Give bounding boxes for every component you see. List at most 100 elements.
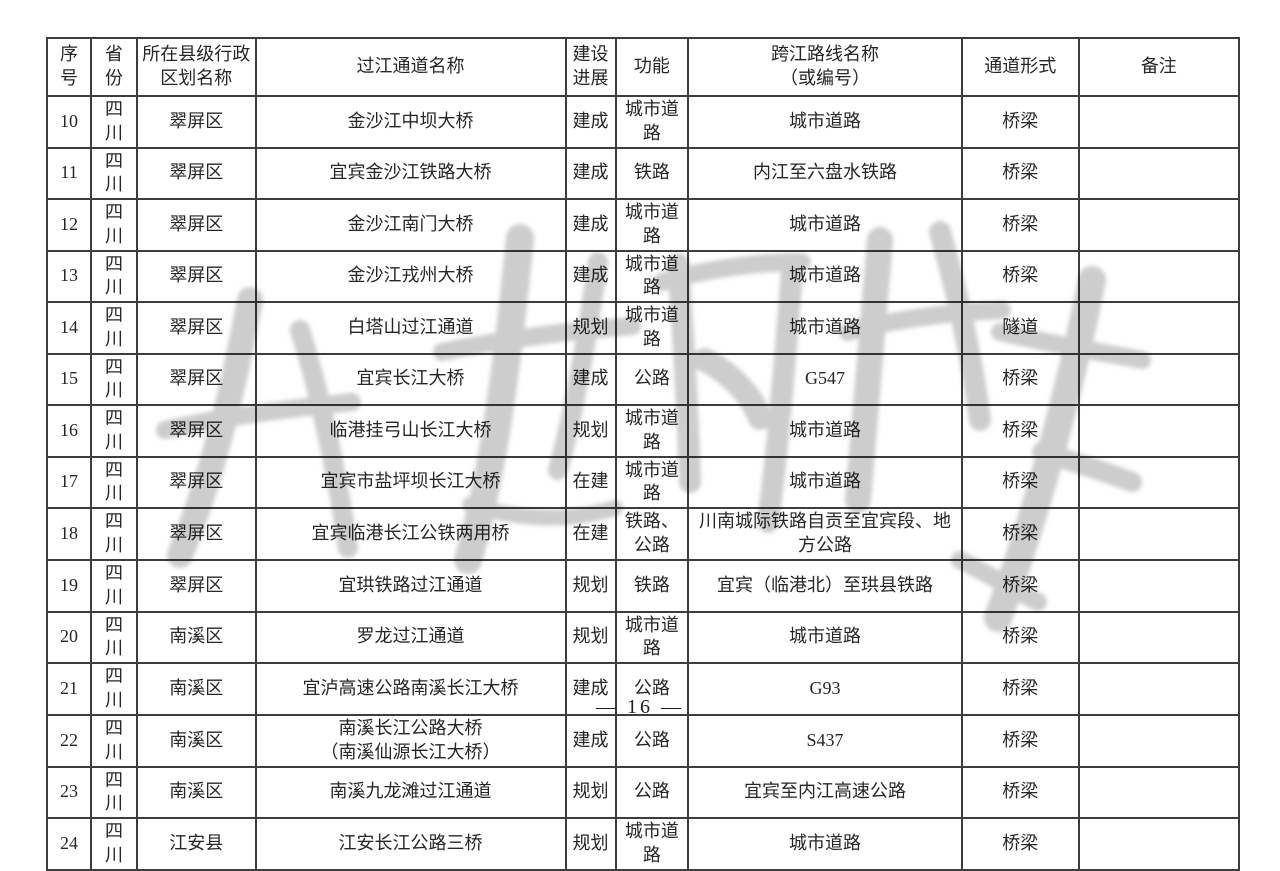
col-header-progress: 建设 进展 xyxy=(564,37,617,97)
cell-route-name: 城市道路 xyxy=(687,455,963,509)
cell-route-name: 城市道路 xyxy=(687,249,963,303)
cell-province: 四川 xyxy=(90,352,138,406)
cell-county: 翠屏区 xyxy=(135,249,257,303)
cell-progress: 规划 xyxy=(564,559,617,613)
cell-province: 四川 xyxy=(90,455,138,509)
cell-progress: 建成 xyxy=(564,662,617,716)
cell-function: 城市道路 xyxy=(614,198,690,252)
cell-serial: 19 xyxy=(45,559,93,613)
cell-channel-name: 宜泸高速公路南溪长江大桥 xyxy=(254,662,567,716)
page-number: — 16 — xyxy=(596,696,684,718)
table-row: 23 四川 南溪区 南溪九龙滩过江通道 规划 公路 宜宾至内江高速公路 桥梁 xyxy=(45,765,1241,819)
cell-province: 四川 xyxy=(90,146,138,200)
cell-route-name: 城市道路 xyxy=(687,95,963,149)
col-header-remarks: 备注 xyxy=(1077,37,1241,97)
cell-route-name: 内江至六盘水铁路 xyxy=(687,146,963,200)
cell-remarks xyxy=(1077,713,1241,768)
col-header-channel-name: 过江通道名称 xyxy=(254,37,567,97)
cell-progress: 在建 xyxy=(564,455,617,509)
cell-channel-name: 临港挂弓山长江大桥 xyxy=(254,404,567,458)
table-row: 20 四川 南溪区 罗龙过江通道 规划 城市道路 城市道路 桥梁 xyxy=(45,610,1241,664)
cell-county: 翠屏区 xyxy=(135,146,257,200)
cell-route-name: S437 xyxy=(687,713,963,768)
cell-progress: 建成 xyxy=(564,713,617,768)
cell-channel-name: 江安长江公路三桥 xyxy=(254,817,567,871)
cell-serial: 15 xyxy=(45,352,93,406)
cell-channel-form: 桥梁 xyxy=(960,352,1080,406)
cell-county: 南溪区 xyxy=(135,765,257,819)
river-crossing-table: 序号 省份 所在县级行政 区划名称 过江通道名称 建设 进展 功能 跨江路线名称… xyxy=(45,37,1241,871)
cell-serial: 13 xyxy=(45,249,93,303)
cell-channel-name: 罗龙过江通道 xyxy=(254,610,567,664)
cell-function: 城市道路 xyxy=(614,301,690,355)
cell-serial: 16 xyxy=(45,404,93,458)
cell-route-name: 城市道路 xyxy=(687,404,963,458)
table-row: 21 四川 南溪区 宜泸高速公路南溪长江大桥 建成 公路 G93 桥梁 xyxy=(45,662,1241,716)
cell-function: 城市道路 xyxy=(614,610,690,664)
cell-progress: 规划 xyxy=(564,817,617,871)
cell-channel-form: 桥梁 xyxy=(960,713,1080,768)
cell-channel-name: 金沙江戎州大桥 xyxy=(254,249,567,303)
cell-route-name: 城市道路 xyxy=(687,198,963,252)
table-row: 14 四川 翠屏区 白塔山过江通道 规划 城市道路 城市道路 隧道 xyxy=(45,301,1241,355)
cell-serial: 12 xyxy=(45,198,93,252)
cell-progress: 建成 xyxy=(564,95,617,149)
cell-county: 翠屏区 xyxy=(135,559,257,613)
cell-function: 公路 xyxy=(614,662,690,716)
cell-remarks xyxy=(1077,507,1241,561)
table-row: 16 四川 翠屏区 临港挂弓山长江大桥 规划 城市道路 城市道路 桥梁 xyxy=(45,404,1241,458)
cell-county: 翠屏区 xyxy=(135,352,257,406)
cell-remarks xyxy=(1077,765,1241,819)
cell-function: 公路 xyxy=(614,713,690,768)
cell-function: 铁路、公路 xyxy=(614,507,690,561)
cell-remarks xyxy=(1077,95,1241,149)
cell-channel-form: 桥梁 xyxy=(960,146,1080,200)
cell-route-name: 城市道路 xyxy=(687,817,963,871)
col-header-route-name: 跨江路线名称 （或编号） xyxy=(687,37,963,97)
cell-county: 翠屏区 xyxy=(135,301,257,355)
cell-serial: 17 xyxy=(45,455,93,509)
header-row: 序号 省份 所在县级行政 区划名称 过江通道名称 建设 进展 功能 跨江路线名称… xyxy=(45,37,1241,97)
cell-route-name: 宜宾（临港北）至珙县铁路 xyxy=(687,559,963,613)
cell-function: 城市道路 xyxy=(614,455,690,509)
cell-county: 南溪区 xyxy=(135,610,257,664)
cell-route-name: 川南城际铁路自贡至宜宾段、地方公路 xyxy=(687,507,963,561)
cell-county: 南溪区 xyxy=(135,713,257,768)
cell-progress: 建成 xyxy=(564,352,617,406)
cell-county: 翠屏区 xyxy=(135,95,257,149)
cell-province: 四川 xyxy=(90,249,138,303)
col-header-province: 省份 xyxy=(90,37,138,97)
cell-channel-name: 南溪九龙滩过江通道 xyxy=(254,765,567,819)
cell-function: 铁路 xyxy=(614,559,690,613)
cell-route-name: G547 xyxy=(687,352,963,406)
cell-channel-name: 宜宾市盐坪坝长江大桥 xyxy=(254,455,567,509)
cell-channel-name: 南溪长江公路大桥 （南溪仙源长江大桥） xyxy=(254,713,567,768)
cell-channel-form: 桥梁 xyxy=(960,662,1080,716)
cell-province: 四川 xyxy=(90,662,138,716)
cell-serial: 21 xyxy=(45,662,93,716)
cell-channel-form: 桥梁 xyxy=(960,559,1080,613)
col-header-channel-form: 通道形式 xyxy=(960,37,1080,97)
cell-channel-name: 金沙江中坝大桥 xyxy=(254,95,567,149)
cell-channel-name: 宜珙铁路过江通道 xyxy=(254,559,567,613)
cell-county: 翠屏区 xyxy=(135,455,257,509)
table-row: 24 四川 江安县 江安长江公路三桥 规划 城市道路 城市道路 桥梁 xyxy=(45,817,1241,871)
cell-channel-form: 桥梁 xyxy=(960,610,1080,664)
cell-progress: 规划 xyxy=(564,404,617,458)
table-row: 18 四川 翠屏区 宜宾临港长江公铁两用桥 在建 铁路、公路 川南城际铁路自贡至… xyxy=(45,507,1241,561)
cell-remarks xyxy=(1077,455,1241,509)
cell-remarks xyxy=(1077,301,1241,355)
table-row: 11 四川 翠屏区 宜宾金沙江铁路大桥 建成 铁路 内江至六盘水铁路 桥梁 xyxy=(45,146,1241,200)
cell-progress: 在建 xyxy=(564,507,617,561)
cell-route-name: 城市道路 xyxy=(687,610,963,664)
cell-channel-name: 宜宾金沙江铁路大桥 xyxy=(254,146,567,200)
cell-province: 四川 xyxy=(90,765,138,819)
cell-province: 四川 xyxy=(90,610,138,664)
col-header-county: 所在县级行政 区划名称 xyxy=(135,37,257,97)
cell-remarks xyxy=(1077,352,1241,406)
cell-function: 城市道路 xyxy=(614,249,690,303)
table-row: 22 四川 南溪区 南溪长江公路大桥 （南溪仙源长江大桥） 建成 公路 S437… xyxy=(45,713,1241,768)
table-row: 13 四川 翠屏区 金沙江戎州大桥 建成 城市道路 城市道路 桥梁 xyxy=(45,249,1241,303)
cell-remarks xyxy=(1077,404,1241,458)
cell-remarks xyxy=(1077,610,1241,664)
